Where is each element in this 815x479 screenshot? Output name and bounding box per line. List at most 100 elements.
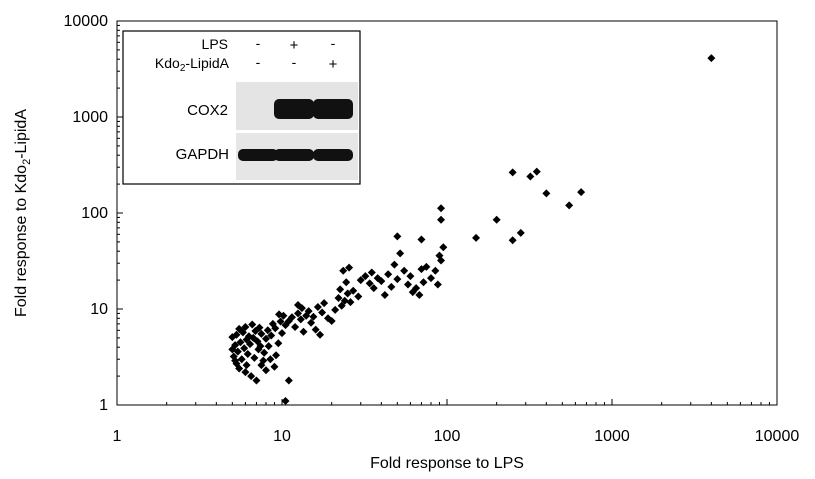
- data-point: [422, 262, 431, 271]
- data-point: [268, 319, 277, 328]
- gapdh-band: [313, 149, 353, 161]
- data-point: [252, 376, 261, 385]
- data-point: [431, 266, 440, 275]
- y-axis-title: Fold response to Kdo2-LipidA: [13, 109, 33, 317]
- gapdh-band: [238, 149, 278, 161]
- data-point: [516, 228, 525, 237]
- inset-blot: LPS Kdo2-LipidA - + - - - + COX2 GAPDH: [122, 30, 361, 185]
- data-point: [327, 316, 336, 325]
- blot-label-cox2: COX2: [187, 102, 228, 119]
- data-point: [526, 172, 535, 181]
- data-point: [492, 215, 501, 224]
- data-point: [577, 188, 586, 197]
- data-point: [406, 272, 415, 281]
- data-point: [417, 235, 426, 244]
- data-point: [248, 320, 257, 329]
- data-point: [291, 322, 300, 331]
- data-point: [274, 339, 283, 348]
- y-tick-label: 10: [90, 301, 108, 318]
- data-point: [345, 263, 354, 272]
- data-point: [284, 376, 293, 385]
- data-point: [361, 272, 370, 281]
- data-point: [266, 355, 275, 364]
- data-point: [240, 344, 249, 353]
- data-point: [259, 356, 268, 365]
- data-point: [415, 290, 424, 299]
- data-point: [542, 189, 551, 198]
- data-point: [235, 364, 244, 373]
- data-point: [334, 294, 343, 303]
- data-point: [346, 298, 355, 307]
- data-point: [393, 275, 402, 284]
- data-point: [311, 325, 320, 334]
- data-point: [380, 290, 389, 299]
- gapdh-bands: [238, 149, 353, 161]
- data-point: [237, 355, 246, 364]
- data-point: [472, 233, 481, 242]
- data-point: [288, 313, 297, 322]
- data-point: [309, 312, 318, 321]
- data-point: [365, 279, 374, 288]
- lps-mark-lane2: +: [290, 37, 299, 54]
- data-point: [307, 318, 316, 327]
- data-point: [267, 331, 276, 340]
- data-point: [278, 329, 286, 338]
- kdo-mark-lane2: -: [292, 54, 297, 70]
- cox2-bands: [274, 99, 353, 119]
- data-point: [232, 330, 241, 339]
- data-point: [256, 342, 265, 351]
- kdo-mark-lane3: +: [329, 56, 338, 73]
- cox2-band: [313, 99, 353, 119]
- data-points: [228, 54, 716, 406]
- data-point: [419, 278, 428, 287]
- data-point: [377, 277, 386, 286]
- data-point: [247, 372, 256, 381]
- blot-label-gapdh: GAPDH: [176, 146, 229, 163]
- data-point: [340, 296, 349, 305]
- data-point: [320, 299, 329, 308]
- data-point: [427, 274, 436, 283]
- data-point: [257, 329, 266, 338]
- data-point: [262, 334, 271, 343]
- data-point: [437, 256, 446, 265]
- data-point: [400, 266, 409, 275]
- data-point: [343, 289, 352, 298]
- data-point: [293, 309, 302, 318]
- data-point: [297, 304, 306, 313]
- data-point: [508, 236, 517, 245]
- data-point: [369, 284, 378, 293]
- data-point: [316, 330, 325, 339]
- data-point: [296, 315, 305, 324]
- data-point: [241, 322, 250, 331]
- data-point: [532, 167, 541, 176]
- data-point: [349, 286, 358, 295]
- y-tick-label: 100: [81, 205, 108, 222]
- y-tick-label: 10000: [64, 13, 109, 30]
- y-tick-label: 1: [99, 397, 108, 414]
- data-point: [384, 270, 393, 279]
- x-tick-label: 1000: [594, 428, 630, 445]
- data-point: [262, 366, 271, 375]
- data-point: [387, 282, 396, 291]
- gapdh-band: [274, 149, 314, 161]
- data-point: [331, 305, 340, 314]
- data-point: [439, 243, 448, 252]
- data-point: [508, 168, 517, 177]
- data-point: [275, 310, 284, 319]
- data-point: [437, 204, 446, 213]
- data-point: [276, 317, 285, 326]
- data-point: [435, 251, 444, 260]
- data-point: [354, 292, 363, 301]
- data-point: [272, 351, 281, 360]
- x-axis-ticks: 1 10 100 1000 10000: [113, 399, 799, 445]
- data-point: [281, 397, 290, 406]
- data-point: [396, 249, 405, 258]
- data-point: [367, 268, 376, 277]
- inset-row-label-kdo: Kdo2-LipidA: [155, 55, 230, 74]
- data-point: [242, 361, 251, 370]
- inset-row-label-lps: LPS: [202, 36, 228, 52]
- data-point: [231, 356, 240, 365]
- kdo-mark-lane1: -: [256, 54, 261, 70]
